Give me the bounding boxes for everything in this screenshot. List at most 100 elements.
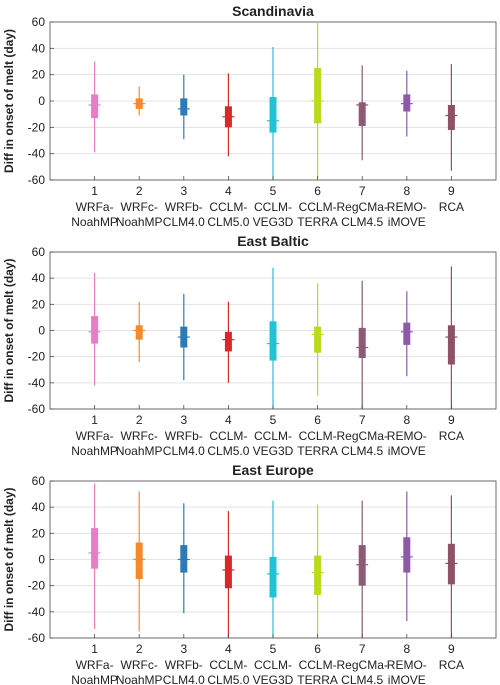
x-tick-label: 2	[136, 184, 143, 198]
model-label: CLM4.5	[341, 444, 383, 458]
y-tick-label: -60	[28, 402, 46, 416]
chart-panel-2: -60 -40 -20 0 20 40 60 Diff in onset of melt (d…	[2, 233, 497, 458]
y-tick-label: 20	[32, 297, 46, 311]
x-tick-label: 8	[403, 413, 410, 427]
x-tick-label: 8	[403, 642, 410, 656]
model-label: WRFa-	[76, 658, 114, 672]
model-label: RegCMa-	[337, 658, 388, 672]
model-label: RegCMa-	[337, 429, 388, 443]
y-tick-label: -40	[28, 376, 46, 390]
box-2	[135, 542, 143, 580]
box-4	[224, 331, 232, 352]
x-tick-label: 7	[359, 413, 366, 427]
model-label: NoahMP	[71, 673, 118, 685]
x-tick-label: 6	[314, 642, 321, 656]
box-2	[135, 325, 143, 340]
model-label: RCA	[439, 658, 464, 672]
model-label: VEG3D	[253, 215, 294, 229]
box-5	[269, 556, 277, 598]
model-label: CCLM-	[209, 429, 247, 443]
model-label: WRFb-	[165, 200, 203, 214]
model-label: RegCMa-	[337, 200, 388, 214]
box-5	[269, 97, 277, 133]
chart-panel-3: -60 -40 -20 0 20 40 60 Diff in onset of melt (d…	[2, 462, 497, 685]
model-label: CLM4.0	[163, 215, 205, 229]
box-6	[314, 555, 322, 595]
box-7	[358, 102, 366, 127]
model-label: WRFc-	[121, 658, 158, 672]
y-tick-label: 60	[32, 15, 46, 29]
x-tick-label: 1	[91, 184, 98, 198]
model-label: WRFa-	[76, 429, 114, 443]
chart-title: Scandinavia	[232, 3, 314, 19]
x-tick-label: 4	[225, 642, 232, 656]
model-label: iMOVE	[388, 444, 426, 458]
model-label: REMO-	[387, 429, 427, 443]
model-label: CLM4.0	[163, 444, 205, 458]
model-label: WRFc-	[121, 200, 158, 214]
x-tick-label: 5	[270, 413, 277, 427]
chart-title: East Baltic	[237, 233, 309, 249]
box-8	[403, 537, 411, 573]
model-label: VEG3D	[253, 444, 294, 458]
box-9	[447, 543, 455, 585]
box-7	[358, 545, 366, 586]
model-label: NoahMP	[116, 215, 163, 229]
x-tick-label: 7	[359, 642, 366, 656]
x-tick-label: 7	[359, 184, 366, 198]
y-tick-label: -40	[28, 605, 46, 619]
y-tick-label: 0	[38, 94, 45, 108]
model-label: CCLM-	[254, 658, 292, 672]
y-tick-label: 40	[32, 41, 46, 55]
box-8	[403, 94, 411, 112]
box-6	[314, 326, 322, 353]
x-tick-label: 1	[91, 413, 98, 427]
x-tick-label: 4	[225, 184, 232, 198]
model-label: CCLM-	[299, 429, 337, 443]
y-tick-label: 20	[32, 526, 46, 540]
model-label: CCLM-	[209, 658, 247, 672]
x-tick-label: 5	[270, 642, 277, 656]
x-tick-label: 2	[136, 642, 143, 656]
box-7	[358, 327, 366, 358]
x-tick-label: 9	[448, 642, 455, 656]
y-axis-label: Diff in onset of melt (day)	[2, 487, 16, 631]
y-tick-label: -20	[28, 579, 46, 593]
model-label: CCLM-	[299, 658, 337, 672]
y-tick-label: -20	[28, 350, 46, 364]
y-tick-label: 40	[32, 271, 46, 285]
x-tick-label: 4	[225, 413, 232, 427]
y-tick-label: 60	[32, 245, 46, 259]
box-5	[269, 321, 277, 361]
model-label: iMOVE	[388, 215, 426, 229]
y-tick-label: -60	[28, 173, 46, 187]
model-label: REMO-	[387, 200, 427, 214]
model-label: TERRA	[297, 215, 338, 229]
box-8	[403, 322, 411, 345]
x-tick-label: 8	[403, 184, 410, 198]
box-3	[180, 98, 188, 116]
box-1	[91, 94, 99, 119]
y-tick-label: 40	[32, 500, 46, 514]
y-axis-label: Diff in onset of melt (day)	[2, 258, 16, 402]
model-label: TERRA	[297, 673, 338, 685]
model-label: NoahMP	[71, 444, 118, 458]
x-tick-label: 1	[91, 642, 98, 656]
x-tick-label: 3	[180, 184, 187, 198]
box-4	[224, 555, 232, 589]
box-6	[314, 68, 322, 124]
y-tick-label: 0	[38, 553, 45, 567]
model-label: CLM4.5	[341, 673, 383, 685]
y-tick-label: 20	[32, 68, 46, 82]
x-tick-label: 3	[180, 413, 187, 427]
model-label: WRFb-	[165, 429, 203, 443]
model-label: NoahMP	[71, 215, 118, 229]
y-tick-label: -40	[28, 147, 46, 161]
model-label: CCLM-	[299, 200, 337, 214]
model-label: CCLM-	[209, 200, 247, 214]
y-axis-label: Diff in onset of melt (day)	[2, 29, 16, 173]
model-label: WRFb-	[165, 658, 203, 672]
box-1	[91, 528, 99, 569]
x-tick-label: 2	[136, 413, 143, 427]
